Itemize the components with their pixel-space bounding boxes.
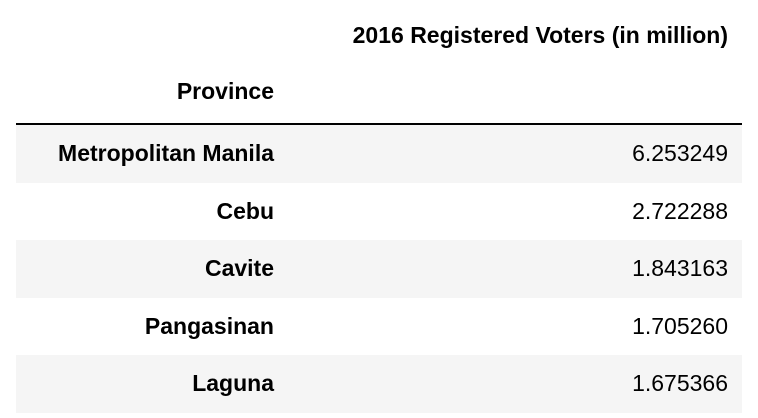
row-value: 2.722288: [632, 197, 728, 224]
dataframe-table: 2016 Registered Voters (in million) Prov…: [16, 0, 742, 413]
row-label: Cavite: [204, 255, 274, 281]
row-label: Pangasinan: [144, 312, 274, 339]
table-row: Metropolitan Manila 6.253249: [16, 125, 742, 183]
row-label: Cebu: [216, 197, 275, 224]
row-label: Metropolitan Manila: [58, 140, 274, 166]
table-body: Metropolitan Manila 6.253249 Cebu 2.722288 C…: [16, 125, 742, 413]
table-row: Laguna 1.675366: [16, 355, 742, 413]
table-row: Cebu 2.722288: [16, 182, 742, 240]
table-row: Cavite 1.843163: [16, 240, 742, 298]
column-header-registered-voters: 2016 Registered Voters (in million): [352, 22, 728, 48]
row-value: 1.705260: [632, 312, 728, 339]
row-value: 1.843163: [632, 255, 728, 281]
row-label: Laguna: [192, 370, 274, 396]
row-value: 1.675366: [632, 370, 728, 396]
header-divider: [16, 123, 742, 125]
column-header-row: 2016 Registered Voters (in million): [16, 0, 742, 60]
index-name-province: Province: [176, 78, 274, 104]
table-row: Pangasinan 1.705260: [16, 297, 742, 355]
index-name-row: Province: [16, 60, 742, 120]
row-value: 6.253249: [632, 140, 728, 166]
